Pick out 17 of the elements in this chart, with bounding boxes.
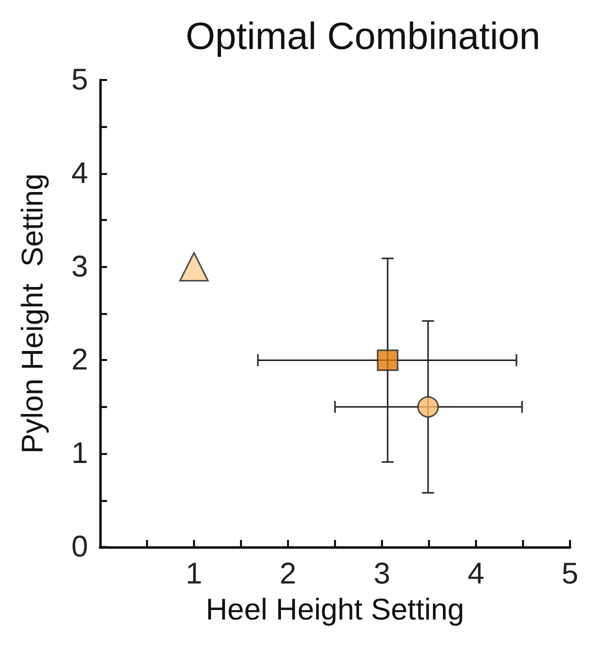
point [376,349,398,371]
y-tick-label: 2 [71,344,88,377]
y-tick-label: 1 [71,437,88,470]
x-tick-label: 2 [280,558,296,590]
y-axis-title: Pylon Height Setting [16,173,50,454]
x-tick-label: 5 [562,558,578,590]
chart-title: Optimal Combination [186,16,540,58]
point [417,396,439,418]
y-tick-label: 0 [71,530,88,564]
x-axis-title: Heel Height Setting [206,594,464,626]
y-tick-label: 4 [71,156,88,190]
y-tick-label: 5 [71,64,88,96]
y-tick-label: 3 [71,250,88,284]
point [179,252,209,282]
x-tick-label: 1 [186,558,202,590]
x-tick-label: 4 [468,558,484,590]
x-tick-label: 3 [374,558,390,590]
